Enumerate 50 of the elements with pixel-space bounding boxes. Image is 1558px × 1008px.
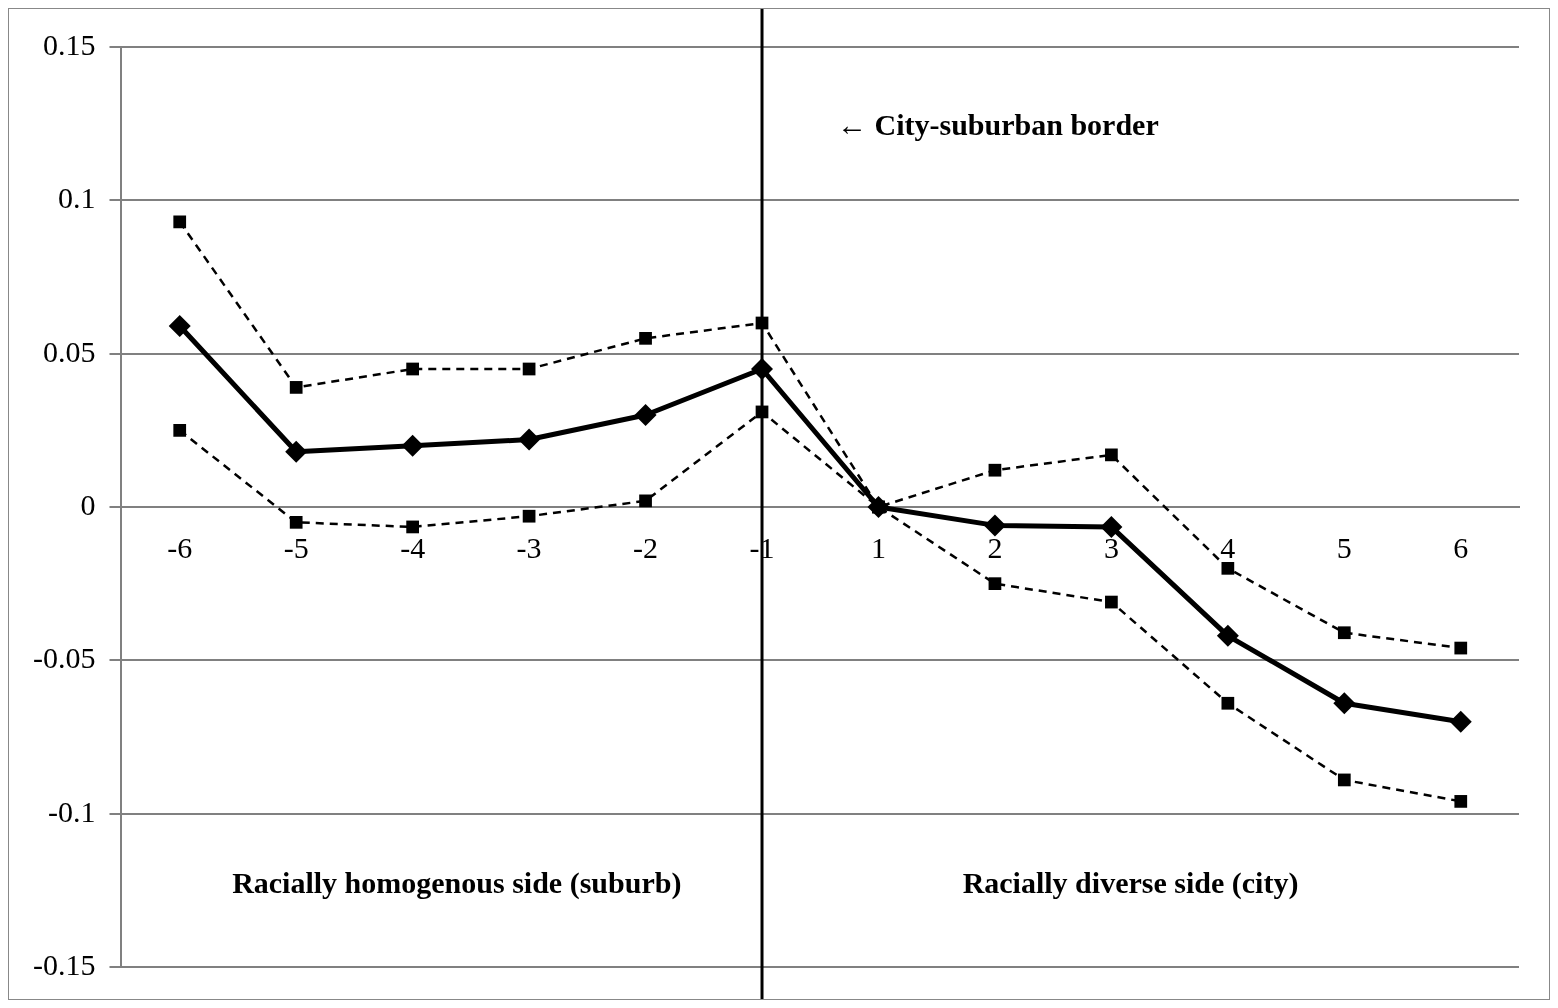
- x-tick-label: 5: [1336, 530, 1352, 564]
- point: [988, 463, 1002, 477]
- y-tick-label: 0: [80, 487, 96, 521]
- x-tick-label: -4: [400, 530, 426, 564]
- point: [168, 315, 191, 338]
- x-tick-label: -3: [516, 530, 542, 564]
- point: [988, 577, 1002, 591]
- x-tick-label: 1: [870, 530, 886, 564]
- y-tick-label: 0.1: [57, 181, 96, 215]
- point: [1333, 692, 1356, 715]
- point: [522, 509, 536, 523]
- y-tick-label: 0.05: [42, 334, 96, 368]
- y-tick-label: -0.05: [32, 641, 96, 675]
- y-tick-label: -0.15: [32, 947, 96, 981]
- point: [173, 215, 187, 229]
- x-tick-label: 2: [987, 530, 1003, 564]
- point: [289, 515, 303, 529]
- point: [983, 514, 1006, 537]
- point: [1105, 448, 1118, 462]
- point: [634, 404, 657, 426]
- x-tick-label: -5: [283, 530, 309, 564]
- point: [518, 428, 541, 451]
- point: [173, 423, 187, 437]
- x-tick-label: -6: [167, 530, 193, 564]
- point: [285, 440, 308, 463]
- point: [1221, 696, 1235, 710]
- point: [639, 331, 652, 345]
- x-tick-label: 6: [1453, 530, 1469, 564]
- point: [1216, 624, 1239, 647]
- point: [1337, 626, 1351, 640]
- point: [1454, 641, 1468, 655]
- x-tick-label: 4: [1220, 530, 1236, 564]
- point: [1105, 595, 1118, 609]
- y-tick-label: 0.15: [42, 27, 96, 61]
- point: [1454, 795, 1468, 808]
- y-tick-label: -0.1: [47, 794, 96, 828]
- point: [1221, 561, 1235, 575]
- point: [406, 362, 419, 376]
- point: [1100, 515, 1123, 538]
- point: [401, 434, 424, 457]
- point: [1337, 773, 1351, 787]
- point: [1449, 710, 1472, 733]
- point: [406, 520, 419, 534]
- x-tick-label: -2: [633, 530, 659, 564]
- ref-line-label: ← City-suburban border: [837, 107, 1159, 141]
- annotation: Racially diverse side (city): [962, 865, 1299, 900]
- annotation: Racially homogenous side (suburb): [232, 865, 682, 900]
- point: [289, 381, 303, 394]
- point: [639, 494, 652, 508]
- x-tick-label: 3: [1103, 530, 1119, 564]
